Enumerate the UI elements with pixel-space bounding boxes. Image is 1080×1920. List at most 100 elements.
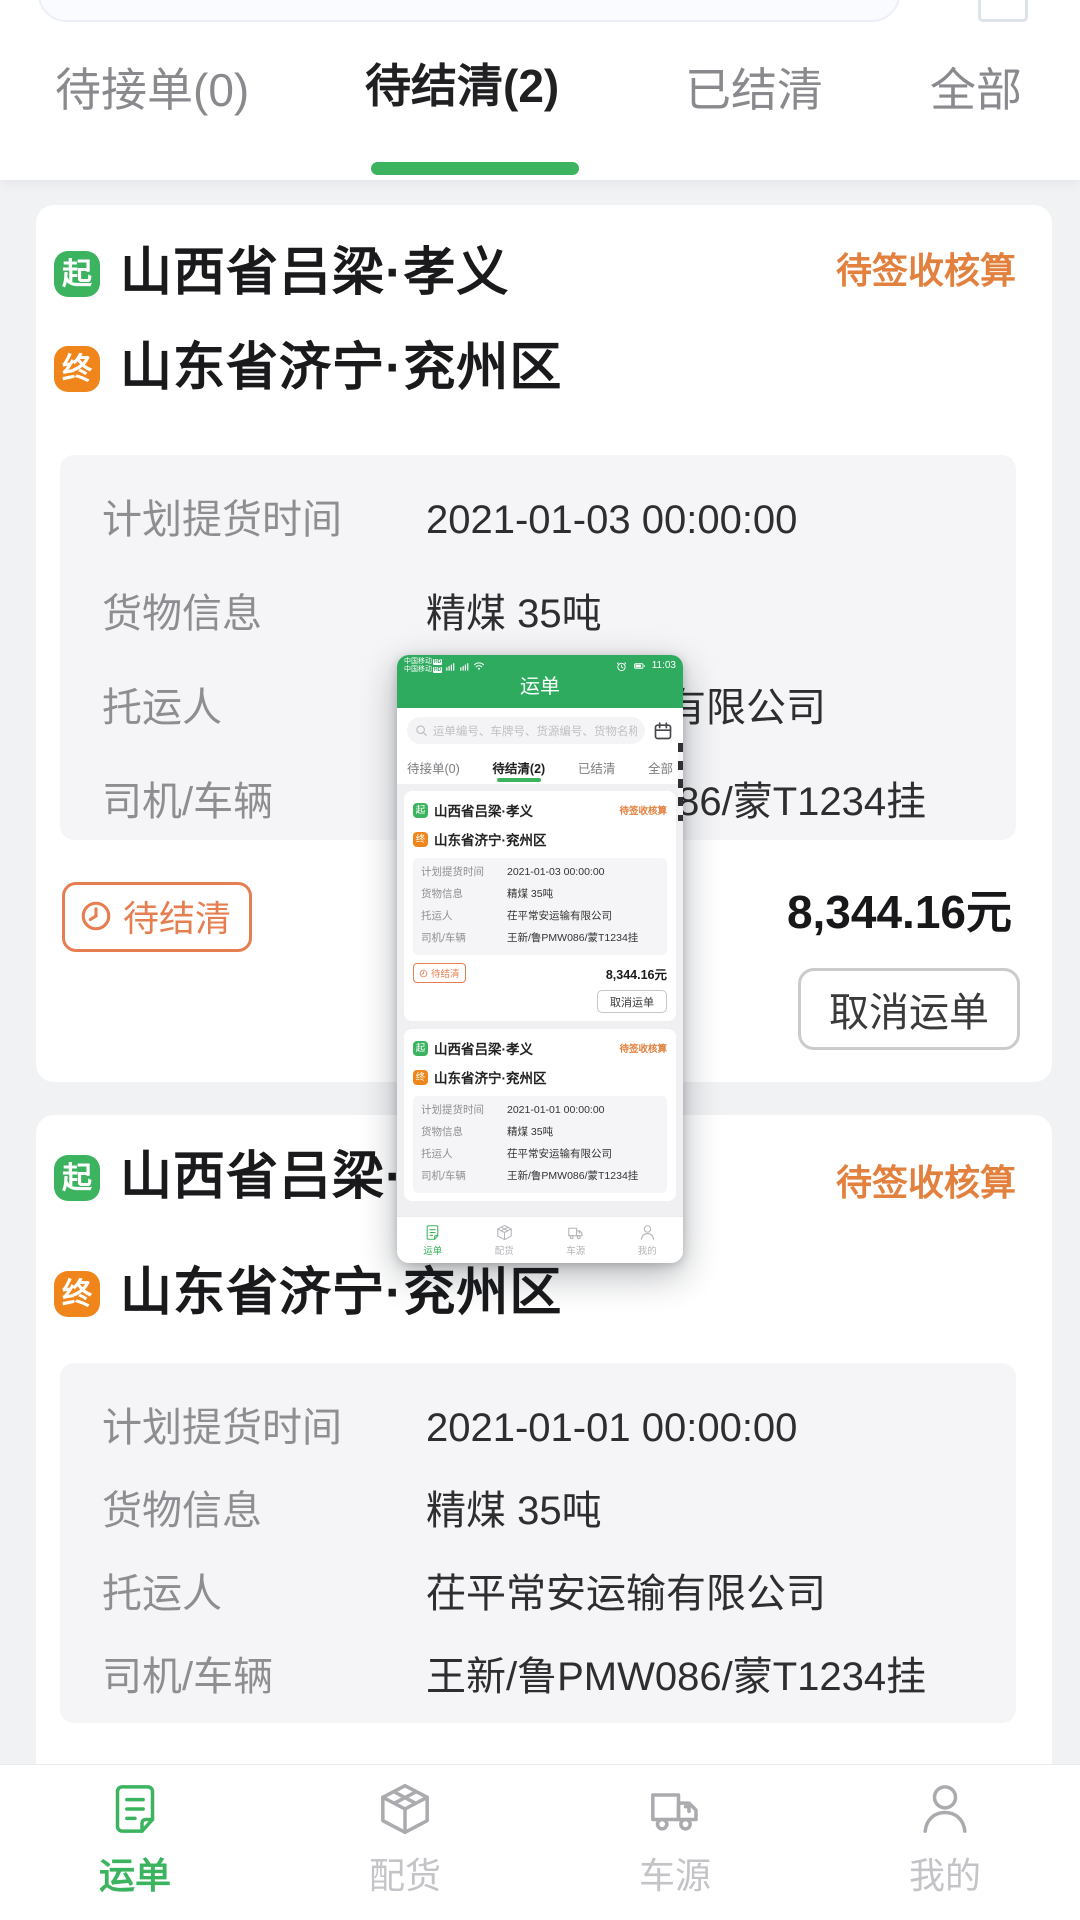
header: 待接单(0) 待结清(2) 已结清 全部 — [0, 0, 1080, 180]
mini-nav-dispatch[interactable]: 配货 — [469, 1217, 541, 1263]
calendar-icon[interactable] — [978, 0, 1028, 22]
mini-bottom-nav: 运单 配货 车源 我的 — [397, 1217, 683, 1263]
cancel-waybill-button[interactable]: 取消运单 — [798, 968, 1020, 1050]
active-tab-underline — [371, 162, 579, 175]
field-value: 茌平常安运输有限公司 — [426, 1572, 826, 1616]
status-badge: 待签收核算 — [835, 250, 1016, 291]
field-label: 司机/车辆 — [421, 1170, 466, 1182]
status-badge: 待签收核算 — [619, 806, 667, 817]
field-value: 2021-01-03 00:00:00 — [426, 498, 798, 542]
search-icon — [415, 724, 428, 737]
signal-icon — [459, 661, 470, 672]
field-label: 司机/车辆 — [102, 780, 274, 824]
settle-status-label: 待结清 — [123, 898, 232, 939]
field-label: 托运人 — [102, 686, 222, 730]
mini-nav-vehicles[interactable]: 车源 — [540, 1217, 612, 1263]
waybill-details: 计划提货时间 2021-01-03 00:00:00 货物信息 精煤 35吨 托运人… — [413, 858, 667, 955]
destination-badge: 终 — [413, 831, 428, 847]
field-label: 司机/车辆 — [102, 1655, 274, 1699]
field-pickup-time: 计划提货时间 2021-01-03 00:00:00 — [102, 497, 797, 543]
calendar-icon[interactable] — [653, 721, 673, 741]
mini-search-section: 运单编号、车牌号、货源编号、货物名称 — [397, 708, 683, 751]
field-label: 货物信息 — [102, 592, 262, 636]
bottom-nav: 运单 配货 车源 我的 — [0, 1765, 1080, 1920]
destination-location: 山东省济宁·兖州区 — [120, 1264, 563, 1322]
field-value: 茌平常安运输有限公司 — [507, 1148, 612, 1160]
field-label: 计划提货时间 — [102, 498, 342, 542]
signal-icon — [445, 661, 456, 672]
status-badge: 待签收核算 — [835, 1162, 1016, 1203]
tab-pending-settle[interactable]: 待结清(2) — [365, 60, 560, 112]
mini-status-bar: 中国移动 HD 中国移动 HD 11:03 — [397, 655, 683, 674]
field-label: 计划提货时间 — [421, 866, 484, 878]
field-value: 2021-01-01 00:00:00 — [426, 1406, 798, 1450]
nav-vehicles[interactable]: 车源 — [540, 1765, 810, 1920]
search-input[interactable] — [38, 0, 900, 22]
mini-tab-pending-settle[interactable]: 待结清(2) — [492, 751, 545, 784]
nav-dispatch[interactable]: 配货 — [270, 1765, 540, 1920]
mini-tab-all[interactable]: 全部 — [647, 762, 673, 776]
waybill-card[interactable]: 起 山西省吕梁·孝义 待签收核算 终 山东省济宁·兖州区 计划提货时间 2021-… — [36, 1115, 1052, 1920]
mini-nav-profile[interactable]: 我的 — [612, 1217, 684, 1263]
field-pickup-time: 计划提货时间 2021-01-01 00:00:00 — [102, 1405, 797, 1451]
mini-tabs: 待接单(0) 待结清(2) 已结清 全部 — [397, 751, 683, 784]
mini-search-input[interactable]: 运单编号、车牌号、货源编号、货物名称 — [407, 717, 645, 744]
carrier-label: 中国移动 HD — [404, 658, 443, 665]
floating-mini-app-window[interactable]: 中国移动 HD 中国移动 HD 11:03 运单 运单编号、车牌号、货源编号、 — [397, 655, 683, 1263]
field-value: 2021-01-03 00:00:00 — [507, 866, 605, 878]
origin-location: 山西省吕梁·孝义 — [120, 244, 510, 302]
field-label: 托运人 — [421, 1148, 453, 1160]
person-icon — [917, 1781, 973, 1837]
destination-badge: 终 — [413, 1069, 428, 1085]
hd-badge: HD — [433, 667, 443, 673]
hd-badge: HD — [433, 659, 443, 665]
field-cargo-info: 货物信息 精煤 35吨 — [102, 1488, 602, 1534]
package-icon — [377, 1781, 433, 1837]
origin-location: 山西省吕梁·孝义 — [434, 804, 533, 819]
truck-icon — [567, 1224, 584, 1241]
waybill-icon — [107, 1781, 163, 1837]
field-value: 精煤 35吨 — [507, 888, 554, 900]
person-icon — [639, 1224, 656, 1241]
nav-waybill[interactable]: 运单 — [0, 1765, 270, 1920]
mini-header: 中国移动 HD 中国移动 HD 11:03 运单 — [397, 655, 683, 708]
field-label: 货物信息 — [421, 1126, 463, 1138]
amount: 8,344.16元 — [786, 886, 1012, 938]
tab-settled[interactable]: 已结清 — [685, 64, 823, 116]
field-value: 精煤 35吨 — [426, 1489, 602, 1533]
destination-location: 山东省济宁·兖州区 — [434, 1071, 547, 1086]
package-icon — [496, 1224, 513, 1241]
destination-location: 山东省济宁·兖州区 — [434, 833, 547, 848]
battery-icon — [631, 660, 648, 672]
field-cargo-info: 货物信息 精煤 35吨 — [102, 591, 602, 637]
field-value: 王新/鲁PMW086/蒙T1234挂 — [507, 1170, 639, 1182]
waybill-details: 计划提货时间 2021-01-01 00:00:00 货物信息 精煤 35吨 托运人… — [413, 1096, 667, 1193]
mini-tab-pending-accept[interactable]: 待接单(0) — [407, 762, 460, 776]
tab-pending-accept[interactable]: 待接单(0) — [55, 64, 250, 116]
waybill-details: 计划提货时间 2021-01-03 00:00:00 货物信息 精煤 35吨 托运人… — [60, 455, 1016, 840]
cancel-waybill-button[interactable]: 取消运单 — [597, 990, 667, 1013]
clock-icon — [79, 899, 113, 933]
origin-location: 山西省吕梁·孝义 — [434, 1042, 533, 1057]
window-drag-handle[interactable] — [678, 743, 683, 821]
origin-badge: 起 — [413, 1040, 428, 1056]
waybill-details: 计划提货时间 2021-01-01 00:00:00 货物信息 精煤 35吨 托运人… — [60, 1363, 1016, 1723]
truck-icon — [647, 1781, 703, 1837]
waybill-card[interactable]: 起 山西省吕梁·孝义 待签收核算 终 山东省济宁·兖州区 计划提货时间 2021-… — [36, 205, 1052, 1082]
tab-all[interactable]: 全部 — [930, 64, 1022, 116]
mini-tab-settled[interactable]: 已结清 — [577, 762, 616, 776]
wifi-icon — [473, 660, 485, 672]
mini-waybill-card[interactable]: 起 山西省吕梁·孝义 待签收核算 终 山东省济宁·兖州区 计划提货时间 2021-… — [404, 791, 676, 1021]
field-label: 计划提货时间 — [102, 1406, 342, 1450]
carrier-label: 中国移动 HD — [404, 666, 443, 673]
field-label: 货物信息 — [421, 888, 463, 900]
nav-profile[interactable]: 我的 — [810, 1765, 1080, 1920]
field-value: 茌平常安运输有限公司 — [507, 910, 612, 922]
mini-waybill-card[interactable]: 起 山西省吕梁·孝义 待签收核算 终 山东省济宁·兖州区 计划提货时间 2021-… — [404, 1029, 676, 1201]
destination-badge: 终 — [54, 1271, 100, 1317]
field-value: 精煤 35吨 — [507, 1126, 554, 1138]
field-value: 王新/鲁PMW086/蒙T1234挂 — [426, 1655, 927, 1699]
field-label: 托运人 — [102, 1572, 222, 1616]
mini-nav-waybill[interactable]: 运单 — [397, 1217, 469, 1263]
